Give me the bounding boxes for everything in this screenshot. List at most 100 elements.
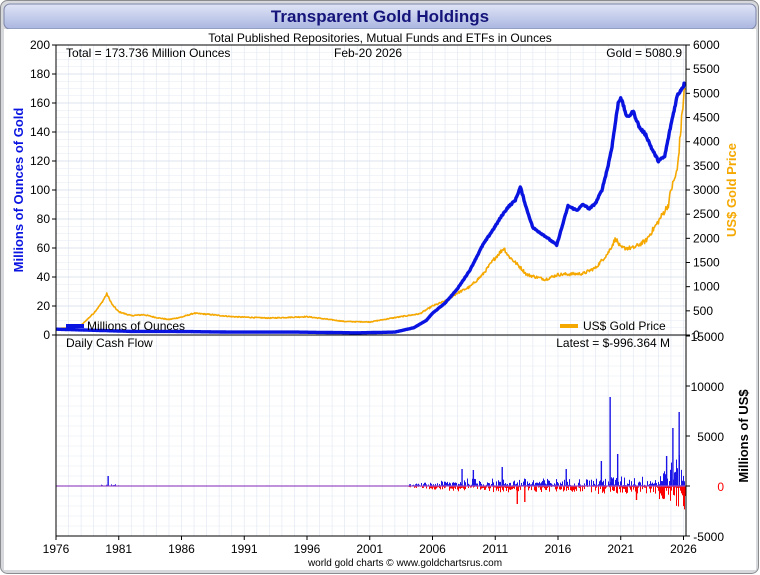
flow-bar [678, 412, 680, 486]
flow-bar-outflow [669, 486, 670, 489]
y-left-tick-label: 0 [43, 328, 50, 342]
flow-bar-outflow [531, 486, 532, 491]
flow-bar-outflow [444, 486, 445, 489]
flow-bar-outflow [496, 486, 497, 491]
flow-bar-outflow [684, 486, 685, 510]
flow-bar [609, 397, 611, 486]
flow-bar-inflow [624, 477, 625, 486]
flow-bar-inflow [498, 480, 499, 486]
flow-bar-inflow [618, 481, 619, 486]
flow-bar-inflow [476, 483, 477, 486]
flow-bar-outflow [617, 486, 618, 494]
flow-bar-outflow [463, 486, 464, 489]
flow-bar-inflow [469, 484, 470, 486]
flow-bar-inflow [409, 484, 410, 486]
y-left-tick-label: 160 [30, 96, 50, 110]
flow-bar-outflow [563, 486, 564, 492]
y-right-tick-label: 2000 [693, 231, 720, 245]
flow-bar-inflow [426, 484, 427, 486]
flow-bar-inflow [514, 480, 515, 486]
flow-bar-inflow [430, 482, 431, 486]
flow-bar-outflow [570, 486, 571, 491]
flow-bar-outflow [664, 486, 665, 499]
flow-bar-outflow [620, 486, 621, 493]
flow-bar-outflow [514, 486, 515, 489]
y-right-tick-label: 1000 [693, 280, 720, 294]
flow-bar-inflow [555, 484, 556, 486]
flow-bar-outflow [477, 486, 478, 489]
flow-bar-inflow [536, 482, 537, 486]
flow-bar-outflow [629, 486, 630, 488]
flow-bar-outflow [435, 486, 436, 490]
flow-bar-outflow [650, 486, 651, 493]
flow-bar-inflow [569, 479, 570, 486]
flow-bar-inflow [558, 483, 559, 486]
flow-bar-outflow [680, 486, 681, 491]
flow-bar-inflow [683, 475, 684, 486]
flow-bar-inflow [640, 482, 641, 486]
flow-bar-outflow [432, 486, 433, 490]
flow-bar-outflow [510, 486, 511, 491]
flow-bar-outflow [658, 486, 659, 491]
y-right-tick-label: 1500 [693, 256, 720, 270]
flow-bar-outflow [450, 486, 451, 489]
flow-bar-inflow [557, 482, 558, 486]
y-right-tick-label: 3000 [693, 183, 720, 197]
flow-bar-inflow [671, 462, 672, 486]
flow-bar-outflow [452, 486, 453, 489]
flow-bar-inflow [656, 483, 657, 486]
flow-bar-outflow [465, 486, 466, 490]
flow-bar-outflow [625, 486, 626, 492]
flow-bar-inflow [681, 469, 682, 486]
flow-bar-outflow [614, 486, 615, 491]
flow-bar-outflow [637, 486, 638, 494]
flow-bar-inflow [564, 479, 565, 486]
flow-bar-outflow [610, 486, 611, 492]
flow-bar-outflow [572, 486, 573, 492]
series-gold-price-line [56, 87, 686, 330]
flow-bar-outflow [541, 486, 542, 493]
flow-bar-inflow [535, 482, 536, 486]
flow-bar-inflow [658, 481, 659, 486]
flow-bar-inflow [452, 482, 453, 486]
flow-bar-inflow [627, 483, 628, 486]
flow-bar-inflow [418, 483, 419, 486]
flow-bar-inflow [593, 481, 594, 486]
total-annotation: Total = 173.736 Million Ounces [66, 46, 230, 60]
flow-bar-outflow [529, 486, 530, 489]
flow-bar-inflow [416, 483, 417, 486]
flow-bar-inflow [467, 478, 468, 486]
flow-bar-outflow [646, 486, 647, 494]
flow-bar-outflow [535, 486, 536, 492]
flow-bar-outflow [416, 486, 417, 488]
flow-bar-inflow [605, 478, 606, 486]
flow-bar-inflow [524, 478, 525, 486]
flow-bar-inflow [546, 484, 547, 486]
flow-bar-outflow [458, 486, 459, 492]
flow-bar-inflow [620, 481, 621, 486]
flow-bar-outflow [520, 486, 521, 490]
flow-bar-inflow [488, 483, 489, 486]
y-left-tick-label: 200 [30, 38, 50, 52]
flow-bar-inflow [550, 482, 551, 486]
flow-bar-inflow [611, 477, 612, 486]
flow-bar-inflow [448, 484, 449, 486]
y-right-tick-label: 2500 [693, 207, 720, 221]
flow-bar-inflow [579, 479, 580, 486]
flow-bar-inflow [650, 481, 651, 486]
flow-bar-inflow [459, 484, 460, 486]
flow-bar-outflow [488, 486, 489, 489]
flow-bar-outflow [422, 486, 423, 489]
flow-bar-inflow [655, 480, 656, 486]
flow-bar-inflow [500, 481, 501, 486]
flow-bar-inflow [410, 484, 411, 486]
flow-bar-outflow [511, 486, 512, 490]
flow-bar-outflow [451, 486, 452, 489]
flow-bar-outflow [573, 486, 574, 491]
flow-bar-inflow [499, 481, 500, 486]
flow-bar-outflow [470, 486, 471, 488]
flow-bar-inflow [612, 478, 613, 486]
flow-bar-inflow [423, 484, 424, 486]
flow-bar-inflow [659, 484, 660, 486]
flow-bar-inflow [652, 482, 653, 486]
